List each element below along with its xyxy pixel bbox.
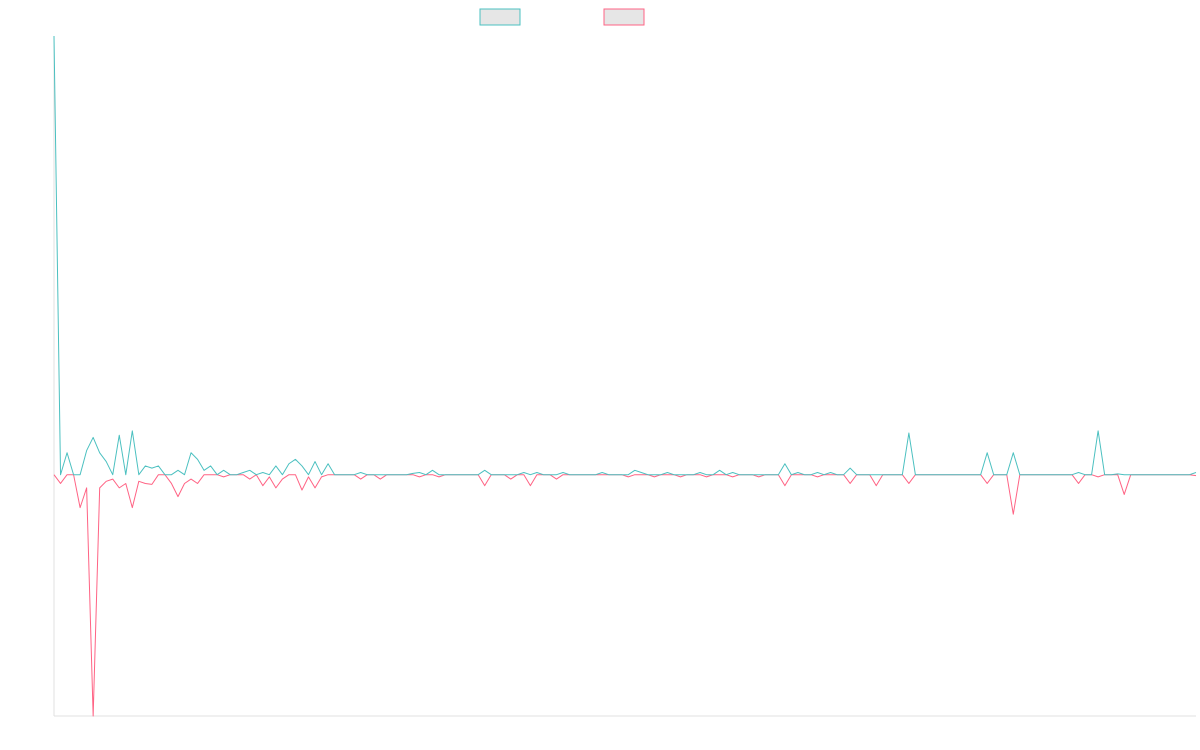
series-line-2 [53, 474, 1197, 717]
legend-swatch-1[interactable] [479, 8, 521, 26]
legend [479, 8, 645, 26]
series-layer [53, 35, 1197, 717]
legend-swatch-2[interactable] [603, 8, 645, 26]
axes [53, 36, 1196, 717]
series-line-1 [53, 35, 1197, 476]
